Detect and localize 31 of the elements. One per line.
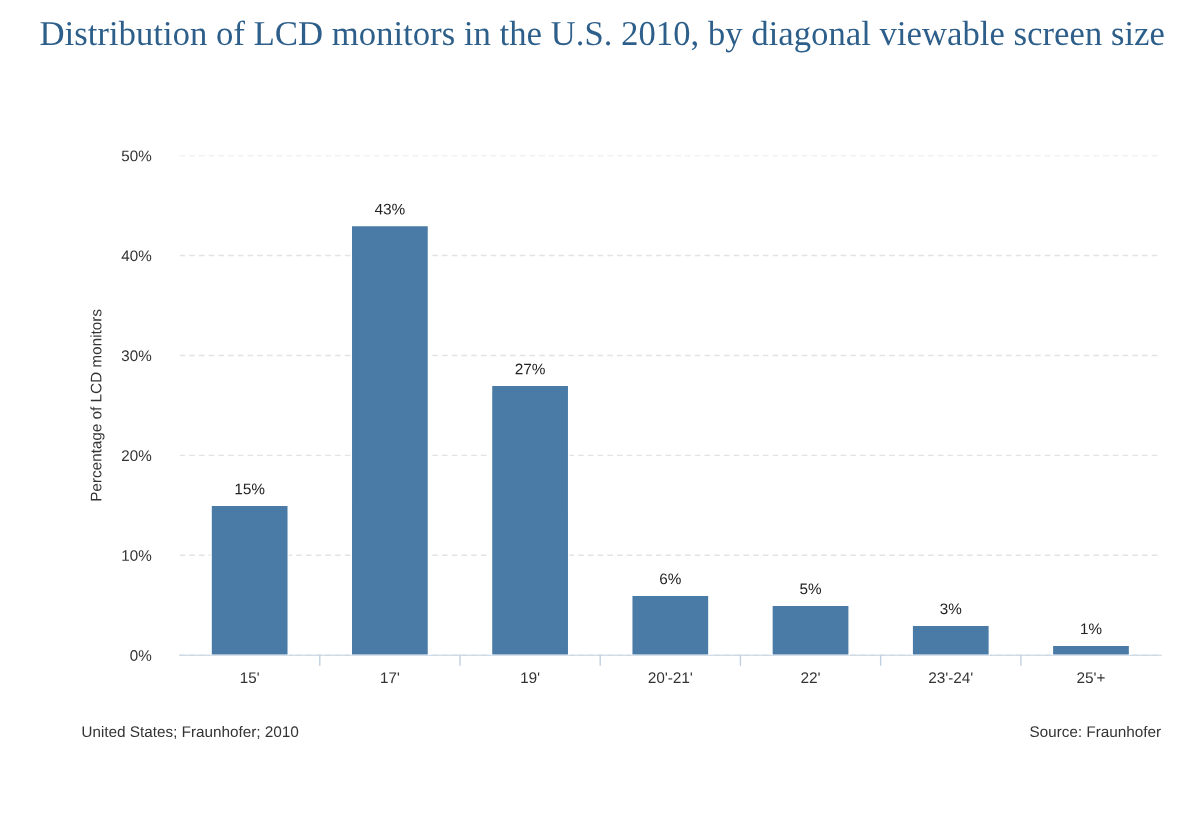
bar <box>350 224 430 656</box>
y-tick-label: 30% <box>121 350 152 362</box>
bar <box>771 604 850 656</box>
x-tick-label: 20'-21' <box>648 672 693 684</box>
x-tick-label: 19' <box>521 672 540 684</box>
source-note: Source: Fraunhofer <box>1030 725 1161 738</box>
data-label: 1% <box>1081 623 1102 635</box>
bar <box>1051 644 1131 656</box>
data-label: 27% <box>515 363 545 375</box>
y-tick-label: 10% <box>122 550 152 561</box>
x-tick-label: 23'-24' <box>929 672 973 684</box>
data-label: 5% <box>800 583 822 595</box>
chart-title: Distribution of LCD monitors in the U.S. 2010, by diagonal viewable screen size <box>40 20 1164 53</box>
bar <box>911 624 991 656</box>
data-label: 15% <box>235 483 265 495</box>
bar <box>490 384 570 656</box>
data-label: 6% <box>660 573 681 585</box>
x-tick-label: 25'+ <box>1077 672 1105 684</box>
x-tick-label: 22' <box>801 672 820 683</box>
text: United States; Fraunhofer; 2010 <box>82 725 299 739</box>
y-tick-label: 20% <box>121 450 152 462</box>
x-tick-label: 17' <box>381 672 400 683</box>
y-tick-label: 0% <box>130 650 152 661</box>
x-tick-label: 15' <box>240 672 259 684</box>
data-label: 43% <box>374 203 405 215</box>
data-label: 3% <box>940 603 962 615</box>
y-axis-title: Percentage of LCD monitors <box>90 309 105 501</box>
bar <box>210 504 289 656</box>
y-tick-label: 50% <box>121 150 152 162</box>
bar <box>631 594 710 656</box>
y-tick-label: 40% <box>121 250 152 262</box>
